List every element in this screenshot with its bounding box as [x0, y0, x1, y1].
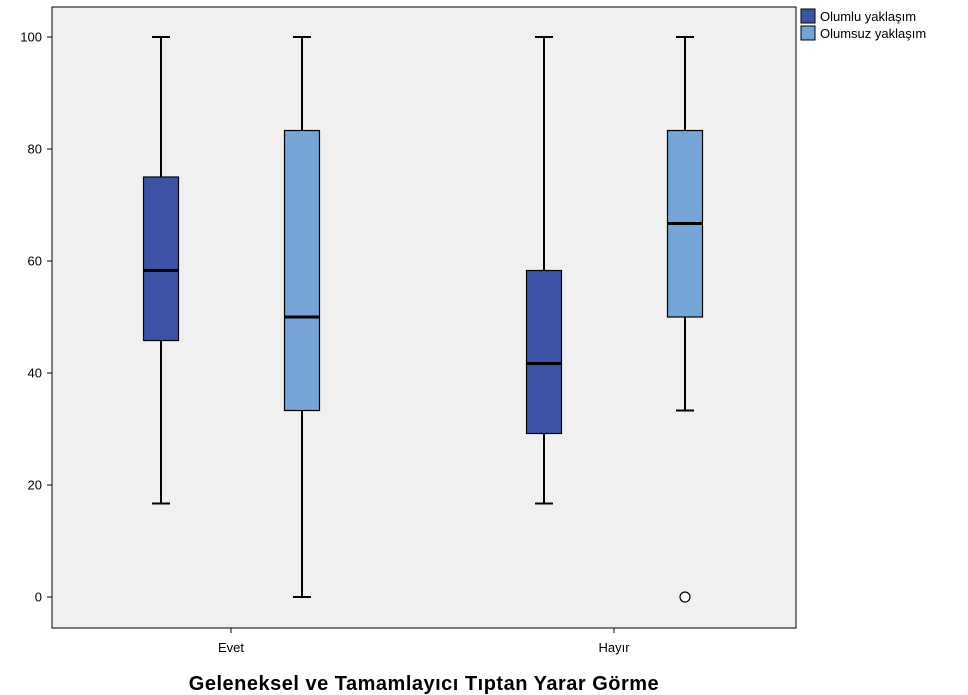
y-tick-label: 60: [28, 254, 42, 269]
outlier-point: [679, 591, 691, 603]
y-tick-label: 20: [28, 478, 42, 493]
x-tick-label: Evet: [218, 640, 244, 655]
x-axis: Evet Hayır: [218, 628, 630, 655]
y-tick-label: 100: [20, 30, 42, 45]
iqr-box: [142, 176, 180, 342]
y-tick-label: 0: [35, 590, 42, 605]
box-olumlu-yaklaşım-evet: [142, 36, 180, 505]
box-olumsuz-yaklaşım-evet: [283, 36, 321, 598]
legend-label: Olumsuz yaklaşım: [820, 26, 926, 41]
iqr-box: [283, 129, 321, 412]
y-axis: 0 20 40 60 80 100: [20, 30, 52, 605]
box-series: [142, 36, 704, 603]
iqr-box: [525, 269, 563, 435]
y-tick-label: 80: [28, 142, 42, 157]
y-tick-label: 40: [28, 366, 42, 381]
box-olumsuz-yaklaşım-hayır: [666, 36, 704, 603]
x-axis-title: Geleneksel ve Tamamlayıcı Tıptan Yarar G…: [189, 673, 659, 695]
legend-swatch: [800, 25, 816, 41]
legend: Olumlu yaklaşım Olumsuz yaklaşım: [800, 8, 926, 41]
box-olumlu-yaklaşım-hayır: [525, 36, 563, 505]
legend-label: Olumlu yaklaşım: [820, 9, 916, 24]
legend-swatch: [800, 8, 816, 24]
x-tick-label: Hayır: [598, 640, 630, 655]
